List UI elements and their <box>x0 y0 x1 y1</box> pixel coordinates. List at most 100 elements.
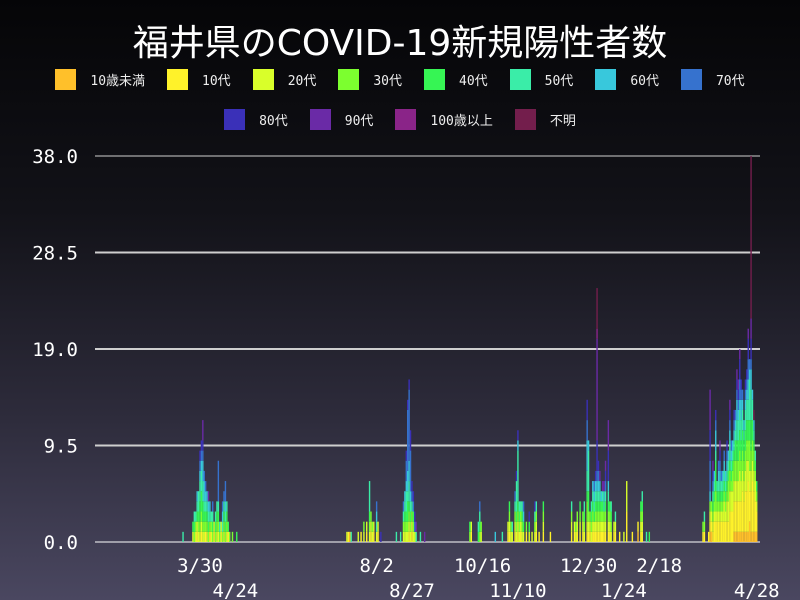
bar-segment <box>586 491 588 502</box>
bar-segment <box>593 521 595 532</box>
bar-segment <box>586 501 588 522</box>
bar-segment <box>587 450 590 492</box>
bar-segment <box>528 531 530 542</box>
x-tick-label: 3/30 <box>177 555 223 577</box>
bar-segment <box>720 481 723 492</box>
bar-segment <box>507 531 509 542</box>
bar-segment <box>414 531 416 542</box>
bar-segment <box>733 430 735 441</box>
bar-segment <box>480 521 482 532</box>
bar-segment <box>737 460 740 482</box>
bar-segment <box>607 420 610 451</box>
bar-segment <box>368 481 371 512</box>
bar-segment <box>395 531 398 542</box>
bar-segment <box>618 531 621 542</box>
bar-segment <box>732 511 734 542</box>
bar-segment <box>206 491 208 502</box>
bar-segment <box>753 420 755 431</box>
bar-segment <box>607 511 610 522</box>
bar-segment <box>511 521 513 532</box>
bar-segment <box>748 359 751 370</box>
bar-segment <box>223 511 225 522</box>
bar-segment <box>727 521 730 542</box>
bar-segment <box>223 531 225 542</box>
bar-segment <box>507 521 509 532</box>
bar-segment <box>216 531 218 542</box>
bar-segment <box>733 450 735 461</box>
bar-segment <box>599 481 601 492</box>
legend-label: 100歳以上 <box>430 114 493 129</box>
bar-segment <box>204 521 207 532</box>
bar-segment <box>747 460 749 482</box>
bar-segment <box>719 481 721 492</box>
bar-segment <box>212 531 214 542</box>
bar-segment <box>368 531 371 542</box>
bar-segment <box>729 420 731 431</box>
bar-segment <box>409 491 412 502</box>
bar-segment <box>609 531 611 542</box>
bar-segment <box>589 521 591 532</box>
bar-segment <box>754 531 757 542</box>
bar-segment <box>221 521 224 532</box>
bar-segment <box>582 531 584 542</box>
bar-segment <box>202 460 204 482</box>
y-tick-label: 38.0 <box>32 146 78 168</box>
bar-segment <box>534 511 536 522</box>
bar-segment <box>204 481 207 492</box>
bar-segment <box>223 501 225 512</box>
bar-segment <box>522 531 525 542</box>
bar-segment <box>710 521 713 532</box>
bar-segment <box>411 531 413 542</box>
bar-segment <box>511 531 513 542</box>
bar-segment <box>207 511 210 522</box>
legend-swatch <box>224 109 246 130</box>
bar-segment <box>380 531 382 542</box>
bar-segment <box>739 430 741 451</box>
bar-segment <box>407 491 409 502</box>
bar-segment <box>732 440 734 451</box>
y-tick-label: 28.5 <box>32 243 78 265</box>
bar-segment <box>408 501 410 512</box>
bar-segment <box>596 481 598 492</box>
bar-segment <box>604 491 607 502</box>
bar-segment <box>202 420 204 441</box>
bar-segment <box>709 389 711 431</box>
bar-segment <box>709 491 711 502</box>
bar-segment <box>217 511 220 522</box>
bar-segment <box>723 491 725 502</box>
bar-segment <box>586 531 588 542</box>
bar-segment <box>517 440 519 451</box>
bar-segment <box>207 531 210 542</box>
bar-segment <box>613 531 615 542</box>
bar-segment <box>715 450 717 461</box>
legend-label: 20代 <box>287 74 317 89</box>
bar-segment <box>747 531 749 542</box>
bar-segment <box>600 511 602 522</box>
bar-segment <box>751 531 754 542</box>
bar-segment <box>596 328 598 339</box>
bar-segment <box>740 531 742 542</box>
bar-segment <box>599 521 601 532</box>
bar-segment <box>579 521 581 532</box>
bar-segment <box>196 521 198 532</box>
bar-segment <box>407 531 409 542</box>
bar-segment <box>744 491 747 532</box>
bar-segment <box>592 511 594 522</box>
bar-segment <box>593 491 595 502</box>
bar-segment <box>640 501 642 512</box>
bar-segment <box>727 501 730 522</box>
x-tick-label: 8/27 <box>389 580 435 600</box>
bar-segment <box>228 531 231 542</box>
bar-segment <box>750 470 752 492</box>
bar-segment <box>733 420 735 431</box>
bar-segment <box>607 450 610 482</box>
bar-segment <box>726 440 728 451</box>
legend-swatch <box>55 69 77 90</box>
bar-segment <box>748 379 751 421</box>
bar-segment <box>514 501 516 512</box>
bar-segment <box>733 481 735 502</box>
bar-segment <box>723 521 725 542</box>
bar-segment <box>404 491 406 502</box>
bar-segment <box>607 531 610 542</box>
bar-segment <box>200 511 203 522</box>
